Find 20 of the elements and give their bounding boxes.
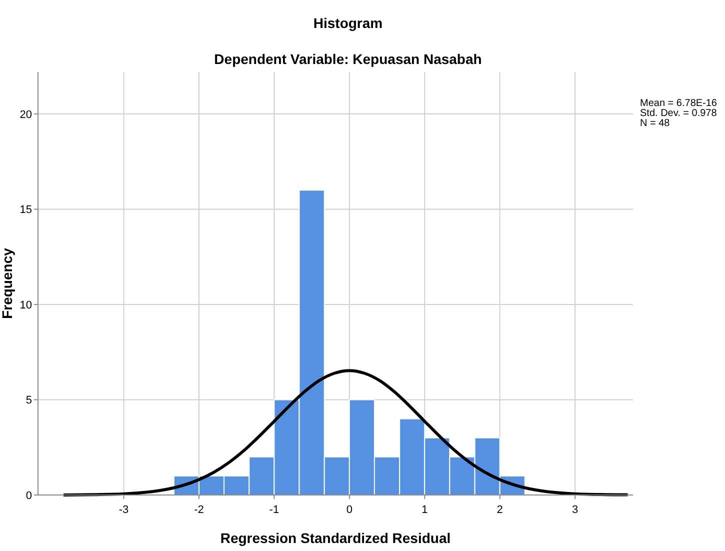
chart-title: Histogram — [313, 15, 383, 31]
y-tick-label: 15 — [20, 204, 32, 216]
x-tick-label: -3 — [118, 504, 129, 516]
x-tick-label: 3 — [572, 504, 578, 516]
x-tick-label: 2 — [496, 504, 503, 516]
text: Mean = 6.78E-16 — [640, 98, 718, 109]
x-tick-label: -2 — [194, 504, 204, 516]
y-tick-label: 5 — [26, 394, 32, 407]
y-tick-label: 10 — [20, 299, 32, 312]
chart-subtitle: Dependent Variable: Kepuasan Nasabah — [214, 51, 482, 67]
text: Std. Dev. = 0.978 — [640, 108, 718, 119]
line-series — [62, 369, 630, 496]
x-tick-label: -1 — [269, 504, 280, 516]
y-tick-label: 0 — [26, 490, 32, 502]
x-axis-title: Regression Standardized Residual — [220, 530, 451, 546]
y-axis-title: Frequency — [0, 248, 15, 319]
text: N = 48 — [640, 118, 670, 129]
x-tick-label: 0 — [346, 504, 352, 516]
y-tick-label: 20 — [20, 108, 32, 121]
x-tick-label: 1 — [422, 504, 428, 516]
